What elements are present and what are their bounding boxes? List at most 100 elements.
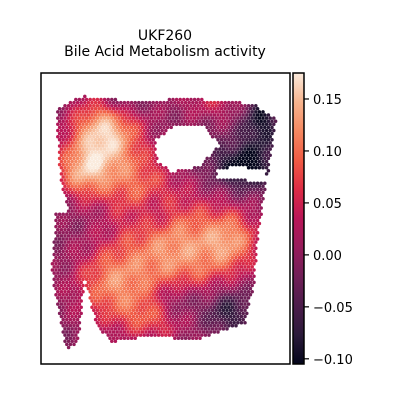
tissue-spot	[171, 246, 175, 251]
tissue-spot	[164, 289, 168, 294]
tissue-spot	[153, 296, 157, 300]
tissue-spot	[230, 231, 235, 235]
tissue-spot	[63, 227, 67, 232]
tissue-spot	[171, 227, 175, 232]
tissue-spot	[54, 293, 58, 297]
tissue-spot	[268, 141, 272, 145]
tissue-spot	[108, 193, 112, 198]
tissue-spot	[252, 218, 256, 223]
tissue-spot	[187, 224, 191, 229]
tissue-spot	[182, 327, 186, 331]
tissue-spot	[135, 265, 139, 269]
tissue-spot	[164, 172, 168, 176]
tissue-spot	[99, 289, 103, 294]
tissue-spot	[171, 172, 175, 176]
tissue-spot	[173, 311, 177, 316]
tissue-spot	[95, 240, 100, 244]
tissue-spot	[70, 178, 74, 182]
tissue-spot	[88, 258, 92, 263]
tissue-spot	[205, 175, 209, 179]
tissue-spot	[216, 206, 220, 210]
tissue-spot	[196, 277, 200, 282]
tissue-spot	[59, 271, 64, 275]
tissue-spot	[99, 302, 103, 306]
tissue-spot	[236, 265, 240, 269]
tissue-spot	[248, 113, 253, 117]
tissue-spot	[209, 193, 213, 198]
tissue-spot	[241, 181, 245, 185]
tissue-spot	[90, 218, 94, 223]
tissue-spot	[210, 196, 215, 201]
tissue-spot	[164, 221, 168, 226]
tissue-spot	[178, 320, 182, 325]
tissue-spot	[198, 193, 202, 198]
tissue-spot	[144, 100, 148, 105]
tissue-spot	[77, 165, 82, 170]
tissue-spot	[124, 308, 128, 313]
tissue-spot	[250, 246, 254, 251]
tissue-spot	[252, 200, 256, 204]
tissue-spot	[72, 243, 76, 247]
tissue-spot	[228, 203, 233, 207]
tissue-spot	[61, 156, 65, 161]
tissue-spot	[246, 227, 251, 232]
tissue-spot	[84, 209, 89, 213]
tissue-spot	[200, 314, 204, 319]
tissue-spot	[120, 196, 125, 201]
tissue-spot	[228, 283, 233, 288]
tissue-spot	[126, 231, 130, 235]
tissue-spot	[149, 265, 154, 269]
tissue-spot	[183, 187, 188, 192]
tissue-spot	[153, 314, 157, 319]
tissue-spot	[232, 147, 236, 151]
tissue-spot	[218, 128, 222, 133]
tissue-spot	[169, 243, 173, 247]
tissue-spot	[149, 203, 154, 207]
tissue-spot	[169, 293, 173, 297]
tissue-spot	[108, 156, 112, 161]
tissue-spot	[117, 159, 121, 164]
tissue-spot	[88, 265, 92, 269]
tissue-spot	[221, 122, 226, 127]
tissue-spot	[198, 305, 202, 309]
tissue-spot	[196, 289, 200, 294]
tissue-spot	[183, 237, 188, 241]
tissue-spot	[156, 178, 161, 182]
tissue-spot	[216, 125, 220, 130]
tissue-spot	[192, 258, 197, 263]
tissue-spot	[156, 327, 161, 331]
tissue-spot	[142, 103, 146, 108]
tissue-spot	[65, 324, 69, 328]
tissue-spot	[120, 234, 125, 238]
tissue-spot	[219, 299, 224, 303]
tissue-spot	[164, 240, 168, 244]
tissue-spot	[201, 119, 206, 123]
tissue-spot	[151, 125, 155, 130]
tissue-spot	[189, 289, 193, 294]
tissue-spot	[138, 116, 143, 120]
tissue-spot	[108, 150, 112, 154]
tissue-spot	[63, 234, 67, 238]
tissue-spot	[142, 234, 146, 238]
tissue-spot	[147, 274, 152, 278]
tissue-spot	[162, 299, 166, 303]
tissue-spot	[155, 212, 159, 216]
tissue-spot	[147, 280, 152, 285]
tissue-spot	[56, 271, 60, 275]
tissue-spot	[200, 103, 204, 108]
tissue-spot	[75, 311, 80, 316]
tissue-spot	[205, 206, 209, 210]
tissue-spot	[110, 271, 114, 275]
tissue-spot	[77, 314, 82, 319]
tissue-spot	[122, 262, 127, 266]
tissue-spot	[119, 131, 123, 136]
tissue-spot	[65, 200, 69, 204]
tissue-spot	[174, 196, 179, 201]
tissue-spot	[65, 144, 69, 148]
tissue-spot	[104, 113, 109, 117]
tissue-spot	[119, 100, 123, 105]
tissue-spot	[191, 119, 195, 123]
tissue-spot	[219, 280, 224, 285]
tissue-spot	[198, 175, 202, 179]
tissue-spot	[131, 215, 136, 220]
